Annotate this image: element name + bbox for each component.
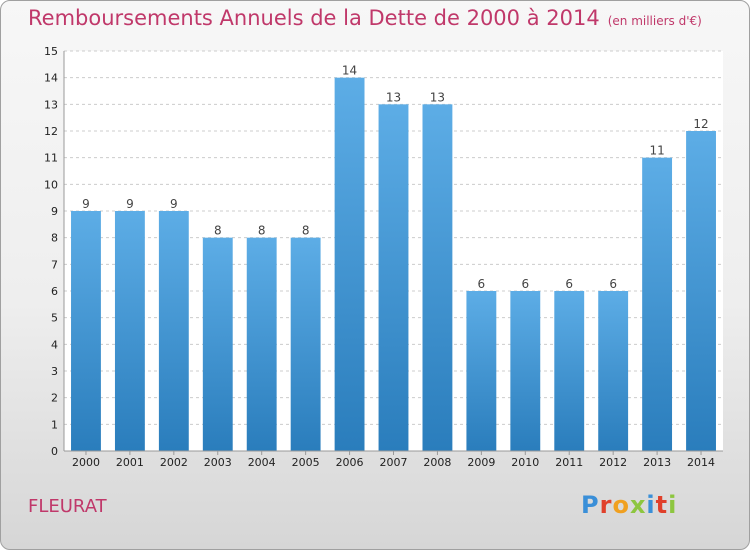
y-tick-label: 13 bbox=[44, 98, 58, 111]
chart-title: Remboursements Annuels de la Dette de 20… bbox=[28, 6, 702, 30]
x-tick-label: 2010 bbox=[511, 456, 539, 469]
y-tick-label: 4 bbox=[51, 338, 58, 351]
bar-value-label: 6 bbox=[565, 277, 573, 291]
bar-value-label: 11 bbox=[649, 144, 664, 158]
y-tick-label: 11 bbox=[44, 152, 58, 165]
bar-value-label: 9 bbox=[126, 197, 134, 211]
bar-value-label: 13 bbox=[386, 90, 401, 104]
y-tick-label: 0 bbox=[51, 445, 58, 458]
x-tick-label: 2005 bbox=[292, 456, 320, 469]
x-tick-label: 2001 bbox=[116, 456, 144, 469]
bar bbox=[290, 237, 321, 451]
bar-value-label: 8 bbox=[302, 224, 310, 238]
bar bbox=[642, 157, 673, 451]
chart-subtitle: (en milliers d'€) bbox=[607, 14, 702, 28]
y-tick-label: 2 bbox=[51, 392, 58, 405]
bar bbox=[554, 291, 585, 451]
proxiti-logo: Proxiti bbox=[581, 491, 678, 519]
bar bbox=[158, 211, 189, 451]
bar-value-label: 13 bbox=[430, 90, 445, 104]
bar-value-label: 6 bbox=[478, 277, 486, 291]
x-tick-label: 2008 bbox=[423, 456, 451, 469]
x-tick-label: 2006 bbox=[336, 456, 364, 469]
y-tick-label: 5 bbox=[51, 312, 58, 325]
y-tick-label: 3 bbox=[51, 365, 58, 378]
x-tick-label: 2011 bbox=[555, 456, 583, 469]
bar bbox=[71, 211, 101, 451]
x-tick-label: 2000 bbox=[72, 456, 100, 469]
y-tick-label: 12 bbox=[44, 125, 58, 138]
x-tick-label: 2003 bbox=[204, 456, 232, 469]
x-tick-label: 2004 bbox=[248, 456, 276, 469]
commune-name: FLEURAT bbox=[28, 496, 107, 517]
bar bbox=[246, 237, 277, 451]
bar bbox=[114, 211, 145, 451]
bar-value-label: 8 bbox=[214, 224, 222, 238]
y-tick-label: 14 bbox=[44, 72, 58, 85]
bar-value-label: 12 bbox=[693, 117, 708, 131]
bar bbox=[334, 77, 365, 452]
x-tick-label: 2002 bbox=[160, 456, 188, 469]
y-tick-label: 8 bbox=[51, 232, 58, 245]
bar bbox=[422, 104, 453, 451]
y-tick-label: 10 bbox=[44, 178, 58, 191]
y-tick-label: 7 bbox=[51, 258, 58, 271]
x-tick-label: 2009 bbox=[467, 456, 495, 469]
y-tick-label: 15 bbox=[44, 45, 58, 58]
bar-value-label: 6 bbox=[609, 277, 617, 291]
x-tick-label: 2007 bbox=[380, 456, 408, 469]
x-tick-label: 2013 bbox=[643, 456, 671, 469]
y-tick-label: 9 bbox=[51, 205, 58, 218]
chart-title-text: Remboursements Annuels de la Dette de 20… bbox=[28, 6, 600, 30]
bar-value-label: 6 bbox=[521, 277, 529, 291]
bar bbox=[686, 131, 716, 451]
x-tick-label: 2012 bbox=[599, 456, 627, 469]
y-tick-label: 1 bbox=[51, 418, 58, 431]
bar bbox=[598, 291, 629, 451]
y-tick-label: 6 bbox=[51, 285, 58, 298]
x-tick-label: 2014 bbox=[687, 456, 715, 469]
bar-value-label: 14 bbox=[342, 64, 357, 78]
bar-value-label: 8 bbox=[258, 224, 266, 238]
bar-value-label: 9 bbox=[170, 197, 178, 211]
bar bbox=[466, 291, 497, 451]
bar bbox=[378, 104, 409, 451]
bar bbox=[510, 291, 541, 451]
bar-value-label: 9 bbox=[82, 197, 90, 211]
bar bbox=[202, 237, 233, 451]
